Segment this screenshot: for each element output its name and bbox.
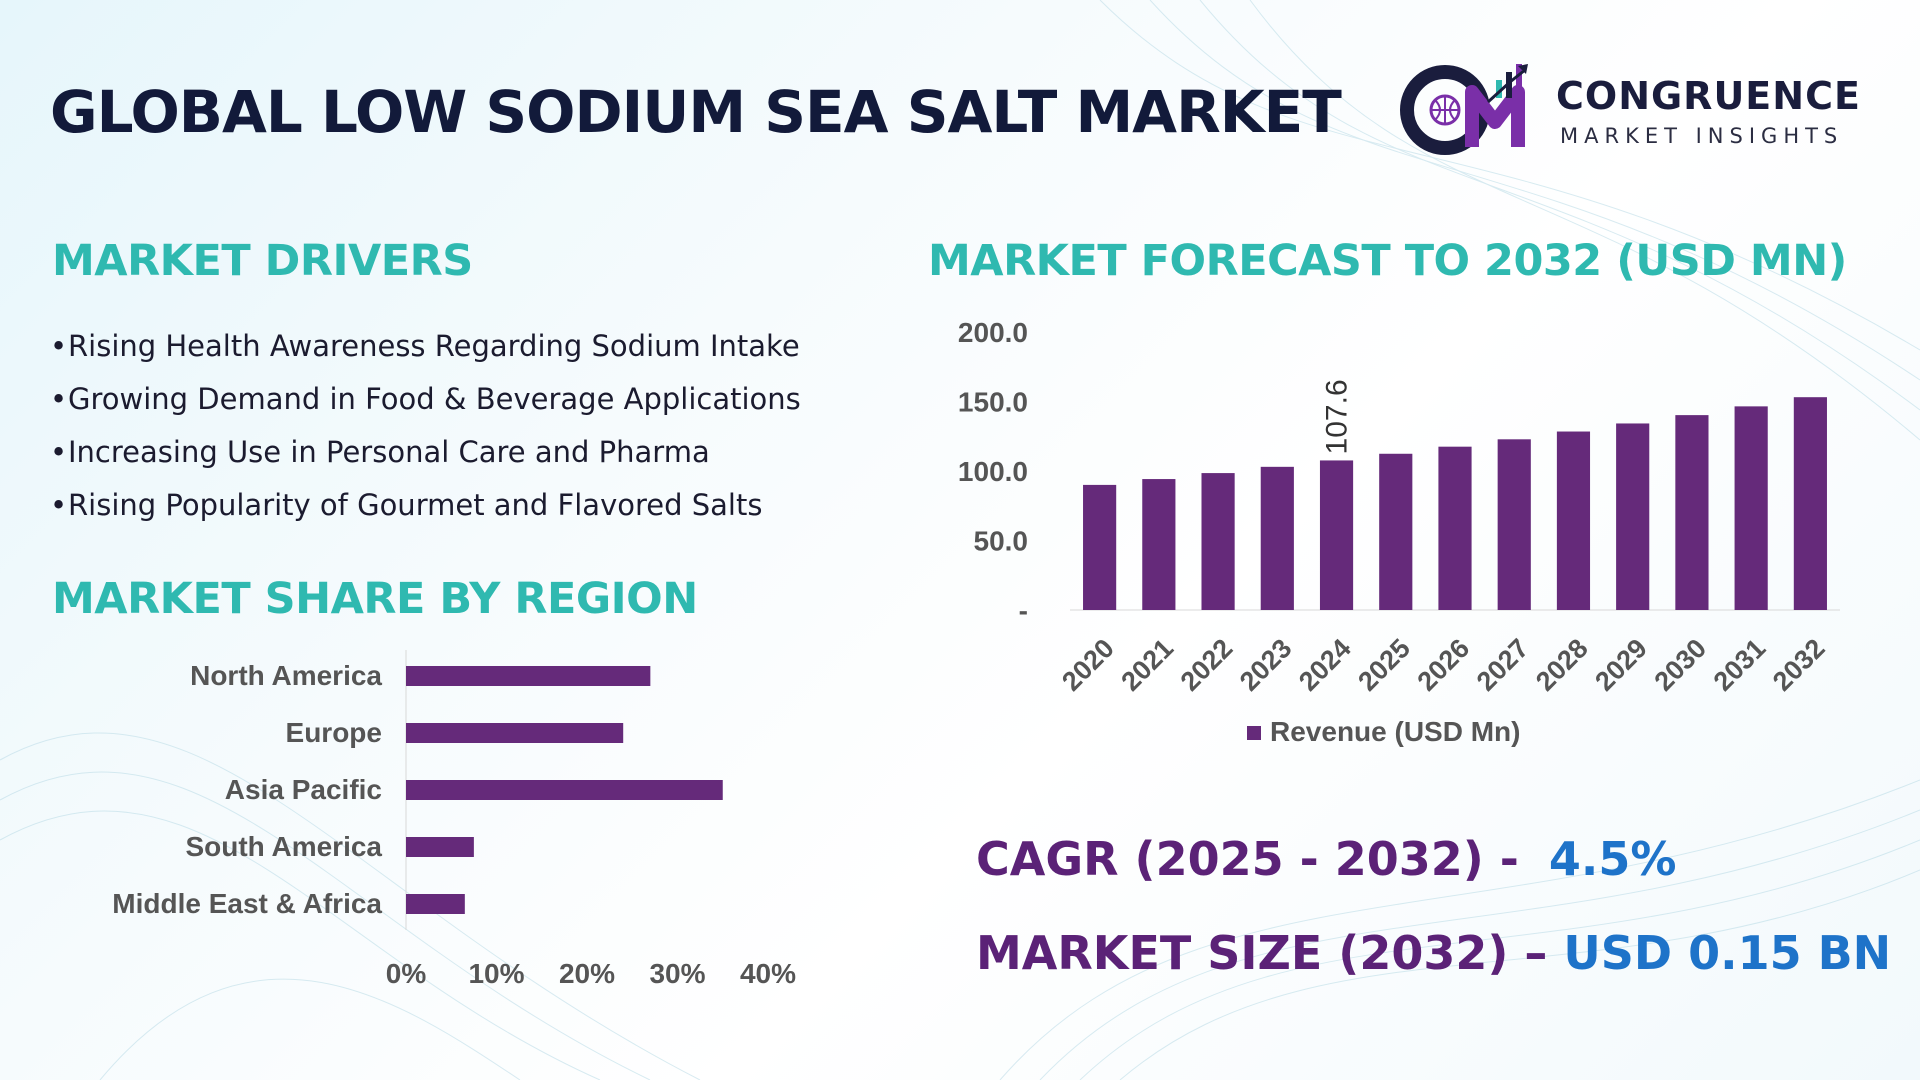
market-drivers-list: •Rising Health Awareness Regarding Sodiu… (50, 320, 801, 532)
forecast-bar (1319, 460, 1354, 610)
forecast-x-tick-label: 2028 (1530, 633, 1594, 697)
logo-tagline: MARKET INSIGHTS (1560, 124, 1844, 148)
cagr-stat: CAGR (2025 - 2032) - 4.5% (976, 832, 1676, 886)
forecast-bar (1260, 466, 1294, 610)
forecast-y-tick-label: 200.0 (958, 317, 1028, 348)
forecast-y-tick-label: 150.0 (958, 387, 1028, 418)
region-x-tick-label: 10% (468, 958, 524, 989)
forecast-heading: MARKET FORECAST TO 2032 (USD MN) (928, 236, 1847, 286)
region-share-heading: MARKET SHARE BY REGION (52, 574, 698, 624)
forecast-x-tick-label: 2030 (1648, 633, 1712, 697)
forecast-data-label: 107.6 (1321, 379, 1354, 454)
driver-text: Rising Health Awareness Regarding Sodium… (68, 329, 800, 363)
region-category-label: South America (185, 831, 382, 862)
bullet-icon: • (50, 329, 68, 363)
region-bar (406, 723, 624, 743)
forecast-bar (1083, 484, 1117, 610)
region-bar (406, 780, 723, 800)
region-category-label: Asia Pacific (225, 774, 382, 805)
logo-name: CONGRUENCE (1556, 74, 1861, 118)
region-x-tick-label: 40% (740, 958, 796, 989)
region-bar (406, 894, 465, 914)
cagr-label: CAGR (2025 - 2032) - (976, 832, 1519, 886)
forecast-bar (1142, 479, 1176, 610)
market-size-label: MARKET SIZE (2032) – (976, 926, 1548, 980)
driver-text: Rising Popularity of Gourmet and Flavore… (68, 488, 763, 522)
forecast-x-tick-label: 2032 (1767, 633, 1831, 697)
driver-item: •Rising Popularity of Gourmet and Flavor… (50, 479, 801, 532)
forecast-bar-chart: - 50.0 100.0 150.0 200.0 20202021202220232024… (958, 317, 1840, 747)
region-x-tick-label: 30% (649, 958, 705, 989)
legend-swatch (1247, 726, 1261, 740)
forecast-y-tick-label: - (1019, 595, 1028, 626)
forecast-x-tick-label: 2025 (1352, 633, 1416, 697)
forecast-x-tick-label: 2022 (1175, 633, 1239, 697)
forecast-x-tick-label: 2026 (1412, 633, 1476, 697)
logo-mark-icon (1400, 64, 1528, 155)
region-x-tick-label: 20% (559, 958, 615, 989)
forecast-bar (1734, 406, 1768, 610)
forecast-x-tick-label: 2023 (1234, 633, 1298, 697)
forecast-bar (1379, 453, 1413, 610)
driver-item: •Rising Health Awareness Regarding Sodiu… (50, 320, 801, 373)
region-category-label: Middle East & Africa (112, 888, 382, 919)
forecast-bar (1616, 423, 1650, 610)
cagr-value: 4.5% (1548, 832, 1677, 886)
region-category-label: Europe (286, 717, 382, 748)
forecast-x-tick-label: 2027 (1471, 633, 1535, 697)
forecast-bar (1556, 431, 1591, 610)
bullet-icon: • (50, 382, 68, 416)
region-bar (406, 666, 651, 686)
region-share-chart: North America Europe Asia Pacific South Ame… (112, 650, 796, 989)
forecast-x-tick-label: 2020 (1056, 633, 1120, 697)
market-size-value: USD 0.15 BN (1563, 926, 1892, 980)
legend-label: Revenue (USD Mn) (1270, 716, 1520, 747)
driver-text: Increasing Use in Personal Care and Phar… (68, 435, 710, 469)
forecast-bar (1497, 439, 1531, 610)
forecast-y-tick-label: 50.0 (974, 526, 1029, 557)
forecast-x-tick-label: 2021 (1115, 633, 1179, 697)
forecast-y-tick-label: 100.0 (958, 456, 1028, 487)
forecast-x-tick-label: 2024 (1293, 633, 1357, 697)
forecast-x-tick-label: 2029 (1589, 633, 1653, 697)
forecast-x-tick-label: 2031 (1708, 633, 1772, 697)
market-drivers-heading: MARKET DRIVERS (52, 236, 473, 286)
region-x-tick-label: 0% (386, 958, 427, 989)
driver-item: •Increasing Use in Personal Care and Pha… (50, 426, 801, 479)
bullet-icon: • (50, 435, 68, 469)
page-title: GLOBAL LOW SODIUM SEA SALT MARKET (50, 78, 1342, 146)
region-category-label: North America (190, 660, 382, 691)
region-bar (406, 837, 474, 857)
driver-item: •Growing Demand in Food & Beverage Appli… (50, 373, 801, 426)
company-logo: CONGRUENCE MARKET INSIGHTS (1400, 52, 1880, 162)
forecast-bar (1793, 397, 1827, 610)
driver-text: Growing Demand in Food & Beverage Applic… (68, 382, 801, 416)
market-size-stat: MARKET SIZE (2032) – USD 0.15 BN (976, 926, 1891, 980)
forecast-bar (1201, 473, 1235, 610)
forecast-bar (1675, 415, 1709, 610)
forecast-bar (1438, 446, 1472, 610)
bullet-icon: • (50, 488, 68, 522)
